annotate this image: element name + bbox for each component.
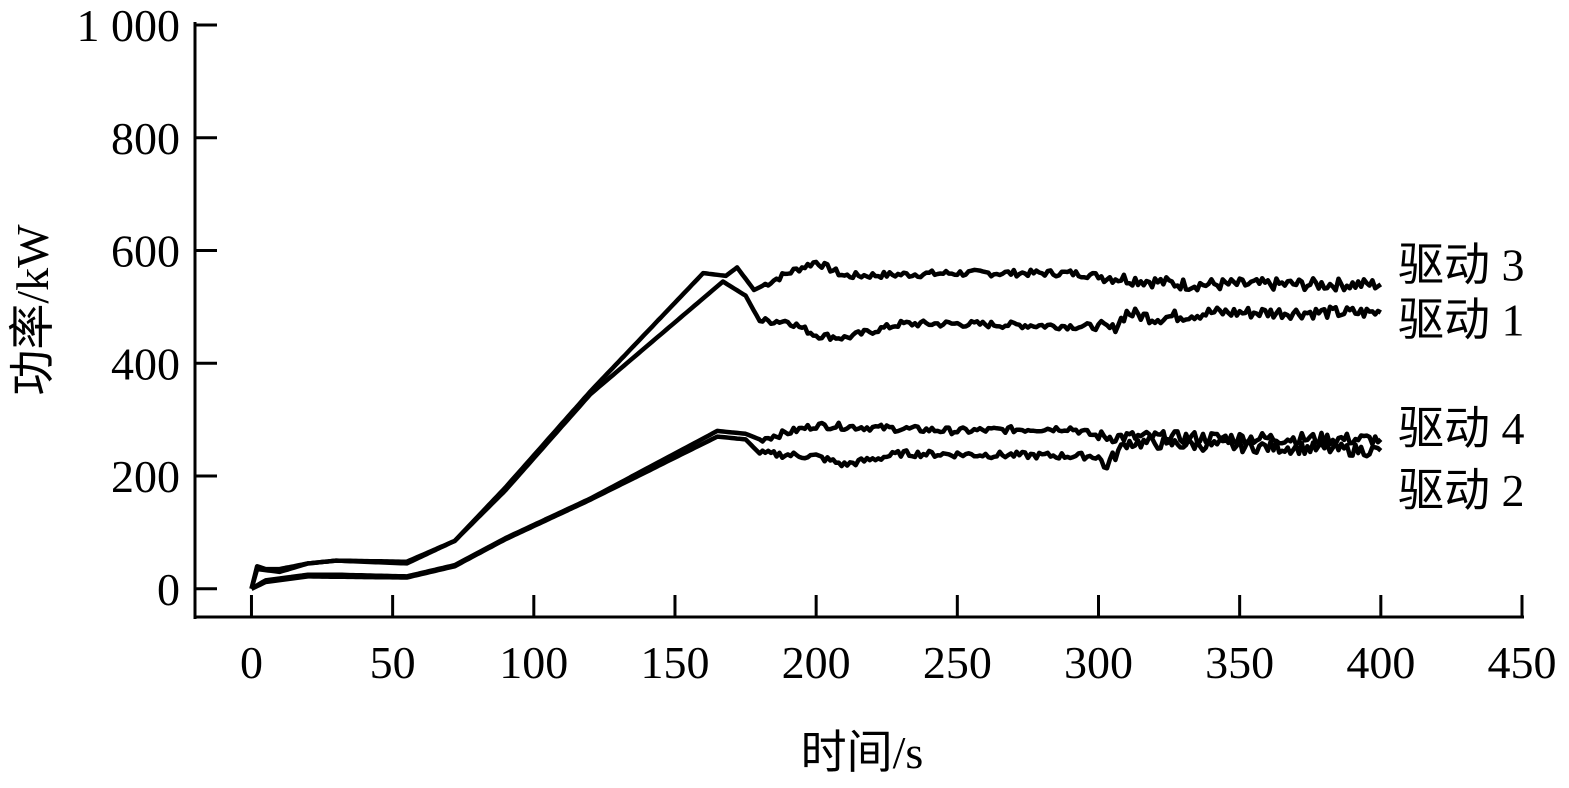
y-tick-label: 800 [111, 113, 180, 164]
y-tick-label: 600 [111, 226, 180, 277]
series-line [250, 434, 1383, 591]
y-axis-label: 功率/kW [7, 224, 58, 396]
y-tick-label: 400 [111, 338, 180, 389]
y-tick-label: 200 [111, 451, 180, 502]
series-line [249, 279, 1382, 590]
series-label: 驱动 1 [1398, 294, 1525, 345]
series-line [250, 420, 1383, 591]
x-tick-label: 50 [370, 637, 416, 688]
series-label: 驱动 2 [1398, 465, 1525, 516]
series-labels: 驱动 3驱动 1 驱动 4 驱动 2 [1398, 240, 1525, 517]
x-axis-label: 时间/s [801, 727, 924, 778]
x-tick-label: 0 [240, 637, 263, 688]
series-lines [249, 259, 1383, 591]
series-label: 驱动 3 [1398, 240, 1525, 291]
x-tick-label: 300 [1064, 637, 1133, 688]
x-tick-label: 450 [1488, 637, 1557, 688]
series-label: 驱动 4 [1398, 403, 1525, 454]
y-tick-label: 1 000 [77, 0, 181, 51]
x-tick-label: 100 [499, 637, 568, 688]
axes: 0 50 100 150 200 250 300 350 400 450 0 200 400 600 800… [77, 0, 1557, 688]
x-tick-label: 150 [640, 637, 709, 688]
x-tick-label: 200 [782, 637, 851, 688]
x-tick-label: 250 [923, 637, 992, 688]
x-tick-label: 350 [1205, 637, 1274, 688]
x-tick-label: 400 [1346, 637, 1415, 688]
y-tick-label: 0 [157, 564, 180, 615]
